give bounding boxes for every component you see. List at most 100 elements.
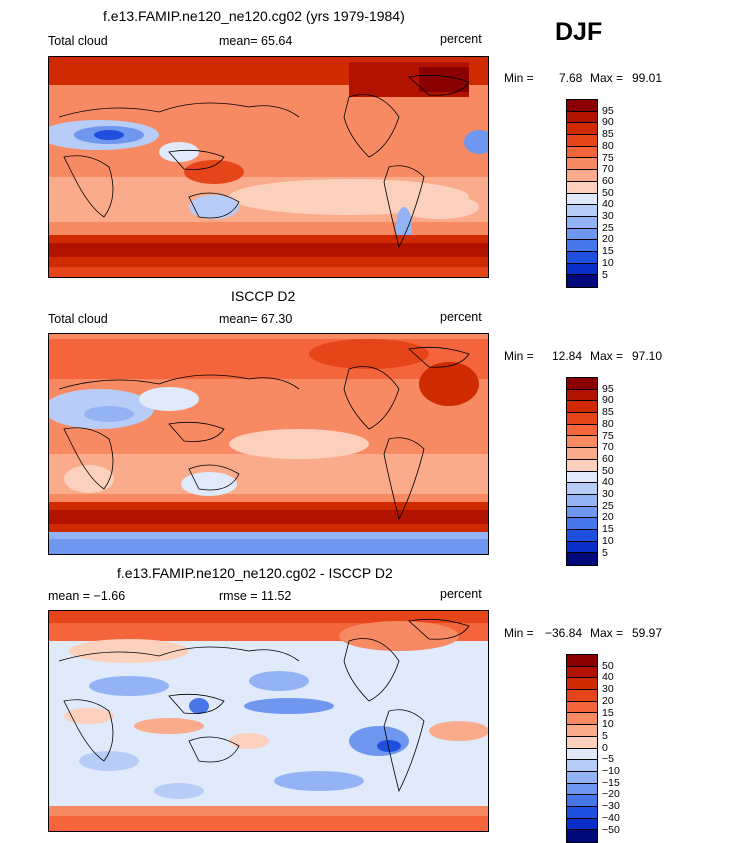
- colorbar-swatch: [567, 818, 597, 831]
- units-label: percent: [440, 310, 482, 324]
- colorbar-swatch: [567, 424, 597, 437]
- colorbar-tick-label: 10: [602, 534, 614, 547]
- colorbar-tick-label: 30: [602, 488, 614, 500]
- colorbar-tick-label: 80: [602, 417, 614, 430]
- colorbar-tick-label: 5: [602, 729, 608, 742]
- colorbar-swatch: [567, 146, 597, 159]
- panel-title: ISCCP D2: [231, 288, 296, 304]
- colorbar-tick-label: 40: [602, 476, 614, 489]
- colorbar-swatch: [567, 655, 597, 667]
- colorbar-swatch: [567, 100, 597, 112]
- colorbar-swatch: [567, 541, 597, 554]
- colorbar-swatch: [567, 181, 597, 194]
- colorbar-swatch: [567, 666, 597, 679]
- min-label: Min =: [504, 349, 534, 363]
- colorbar-tick-label: 50: [602, 659, 614, 672]
- colorbar-tick-label: −5: [602, 753, 614, 766]
- colorbar-swatch: [567, 690, 597, 702]
- min-value: 7.68: [559, 71, 583, 85]
- cloud-map: [48, 56, 489, 278]
- colorbar-swatch: [567, 701, 597, 714]
- colorbar-tick-label: 10: [602, 256, 614, 269]
- colorbar-tick-label: 25: [602, 221, 614, 234]
- colorbar-swatch: [567, 401, 597, 414]
- colorbar-tick-label: 60: [602, 452, 614, 465]
- difference-map: [48, 610, 489, 832]
- colorbar-swatch: [567, 748, 597, 761]
- max-label: Max =: [590, 71, 624, 85]
- cloud-map: [48, 333, 489, 555]
- colorbar-swatch: [567, 263, 597, 276]
- colorbar-swatch: [567, 518, 597, 530]
- colorbar-swatch: [567, 251, 597, 264]
- colorbar-swatch: [567, 170, 597, 182]
- colorbar-tick-label: 95: [602, 104, 614, 117]
- max-value: 59.97: [632, 626, 663, 640]
- colorbar-swatch: [567, 389, 597, 402]
- colorbar-tick-label: 75: [602, 429, 614, 442]
- panel-title: f.e13.FAMIP.ne120_ne120.cg02 (yrs 1979-1…: [103, 8, 405, 24]
- colorbar-tick-label: 40: [602, 671, 614, 684]
- colorbar: [566, 99, 598, 288]
- colorbar-swatch: [567, 783, 597, 796]
- colorbar-tick-label: 40: [602, 198, 614, 211]
- colorbar-swatch: [567, 771, 597, 784]
- colorbar-swatch: [567, 275, 597, 287]
- colorbar-swatch: [567, 806, 597, 819]
- colorbar-tick-label: 50: [602, 186, 614, 199]
- colorbar-tick-label: 30: [602, 683, 614, 696]
- colorbar-tick-label: 90: [602, 116, 614, 129]
- colorbar-swatch: [567, 205, 597, 217]
- variable-label: Total cloud: [48, 34, 108, 48]
- colorbar-swatch: [567, 158, 597, 171]
- colorbar-swatch: [567, 413, 597, 425]
- colorbar: [566, 377, 598, 566]
- max-value: 99.01: [632, 71, 663, 85]
- colorbar-tick-label: 10: [602, 718, 614, 731]
- colorbar-swatch: [567, 494, 597, 507]
- colorbar-tick-label: 5: [602, 546, 608, 559]
- colorbar: [566, 654, 598, 843]
- colorbar-tick-label: 85: [602, 128, 614, 141]
- colorbar-swatch: [567, 795, 597, 807]
- mean-label: mean= 65.64: [219, 34, 293, 48]
- mean-label: mean= 67.30: [219, 312, 293, 326]
- colorbar-tick-label: 85: [602, 406, 614, 419]
- colorbar-tick-label: 0: [602, 741, 608, 754]
- colorbar-tick-label: 95: [602, 382, 614, 395]
- colorbar-swatch: [567, 123, 597, 136]
- colorbar-tick-label: −10: [602, 765, 620, 777]
- units-label: percent: [440, 32, 482, 46]
- min-label: Min =: [504, 71, 534, 85]
- colorbar-swatch: [567, 553, 597, 565]
- min-value: −36.84: [545, 626, 583, 640]
- colorbar-tick-label: 15: [602, 706, 614, 719]
- panel-title: f.e13.FAMIP.ne120_ne120.cg02 - ISCCP D2: [117, 565, 393, 581]
- colorbar-tick-label: 15: [602, 245, 614, 258]
- colorbar-tick-label: 30: [602, 210, 614, 222]
- max-label: Max =: [590, 626, 624, 640]
- variable-label: Total cloud: [48, 312, 108, 326]
- colorbar-tick-label: 90: [602, 394, 614, 407]
- colorbar-swatch: [567, 483, 597, 495]
- colorbar-tick-label: 70: [602, 441, 614, 454]
- colorbar-tick-label: −30: [602, 800, 620, 813]
- colorbar-tick-label: −20: [602, 788, 620, 801]
- min-label: Min =: [504, 626, 534, 640]
- colorbar-swatch: [567, 471, 597, 484]
- colorbar-tick-label: 70: [602, 163, 614, 176]
- colorbar-tick-label: −15: [602, 776, 620, 789]
- colorbar-swatch: [567, 830, 597, 842]
- colorbar-tick-label: 25: [602, 499, 614, 512]
- colorbar-swatch: [567, 713, 597, 726]
- colorbar-tick-label: −50: [602, 823, 620, 836]
- colorbar-swatch: [567, 678, 597, 691]
- units-label: percent: [440, 587, 482, 601]
- colorbar-tick-label: 60: [602, 174, 614, 187]
- colorbar-tick-label: −40: [602, 811, 620, 824]
- min-value: 12.84: [552, 349, 583, 363]
- colorbar-swatch: [567, 448, 597, 460]
- colorbar-tick-label: 75: [602, 151, 614, 164]
- colorbar-swatch: [567, 193, 597, 206]
- colorbar-swatch: [567, 240, 597, 252]
